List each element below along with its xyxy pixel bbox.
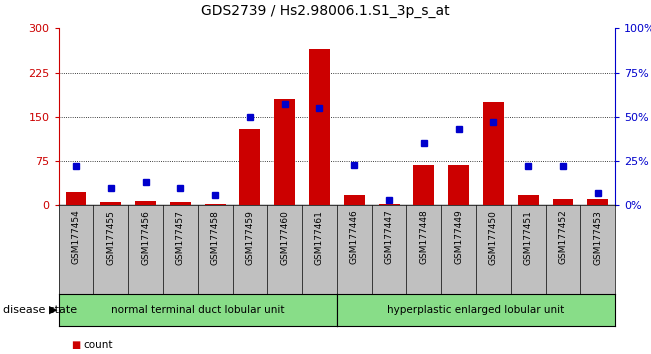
Text: GSM177446: GSM177446 [350,210,359,264]
Text: GSM177447: GSM177447 [385,210,394,264]
Bar [518,195,538,205]
Bar [135,201,156,205]
Text: GSM177458: GSM177458 [211,210,219,265]
Text: ■: ■ [72,340,81,350]
Text: GSM177451: GSM177451 [523,210,533,265]
Bar [309,49,330,205]
Text: GSM177457: GSM177457 [176,210,185,265]
Text: GSM177461: GSM177461 [315,210,324,265]
Bar [587,199,608,205]
Bar [274,99,295,205]
Text: hyperplastic enlarged lobular unit: hyperplastic enlarged lobular unit [387,305,564,315]
Bar [240,129,260,205]
Bar [204,204,225,205]
Bar [344,195,365,205]
Text: ▶: ▶ [49,305,58,315]
Text: GSM177450: GSM177450 [489,210,498,265]
Bar [379,204,400,205]
Bar [448,165,469,205]
Bar [553,199,574,205]
Bar [66,192,87,205]
Text: GSM177453: GSM177453 [593,210,602,265]
Text: GSM177448: GSM177448 [419,210,428,264]
Text: GSM177455: GSM177455 [106,210,115,265]
Text: disease state: disease state [3,305,77,315]
Text: GSM177460: GSM177460 [280,210,289,265]
Text: normal terminal duct lobular unit: normal terminal duct lobular unit [111,305,284,315]
Bar [413,165,434,205]
Text: GSM177452: GSM177452 [559,210,568,264]
Text: count: count [83,340,113,350]
Bar [483,102,504,205]
Text: GSM177459: GSM177459 [245,210,255,265]
Text: GSM177449: GSM177449 [454,210,463,264]
Text: GDS2739 / Hs2.98006.1.S1_3p_s_at: GDS2739 / Hs2.98006.1.S1_3p_s_at [201,4,450,18]
Bar [100,202,121,205]
Text: GSM177454: GSM177454 [72,210,81,264]
Text: GSM177456: GSM177456 [141,210,150,265]
Bar [170,202,191,205]
